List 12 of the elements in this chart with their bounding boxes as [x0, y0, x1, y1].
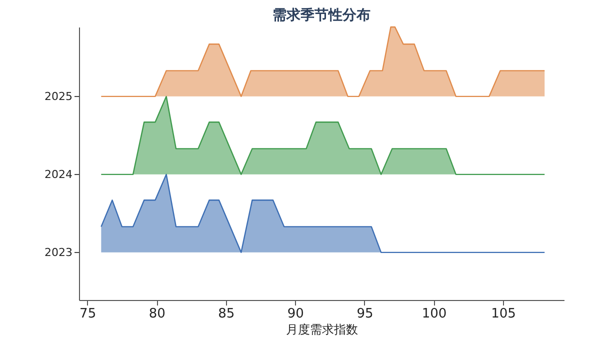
x-tick-label: 105	[491, 306, 516, 322]
chart-title: 需求季节性分布	[272, 6, 370, 24]
y-tick-label: 2025	[44, 90, 72, 103]
x-tick-label: 90	[287, 306, 304, 322]
x-tick-label: 100	[422, 306, 447, 322]
x-axis-title: 月度需求指数	[286, 322, 358, 336]
x-tick-label: 85	[218, 306, 235, 322]
x-tick-label: 75	[80, 306, 96, 322]
y-tick-label: 2024	[44, 168, 72, 181]
x-tick-label: 95	[356, 306, 374, 322]
x-tick-label: 80	[148, 306, 166, 322]
y-tick-label: 2023	[44, 246, 72, 259]
